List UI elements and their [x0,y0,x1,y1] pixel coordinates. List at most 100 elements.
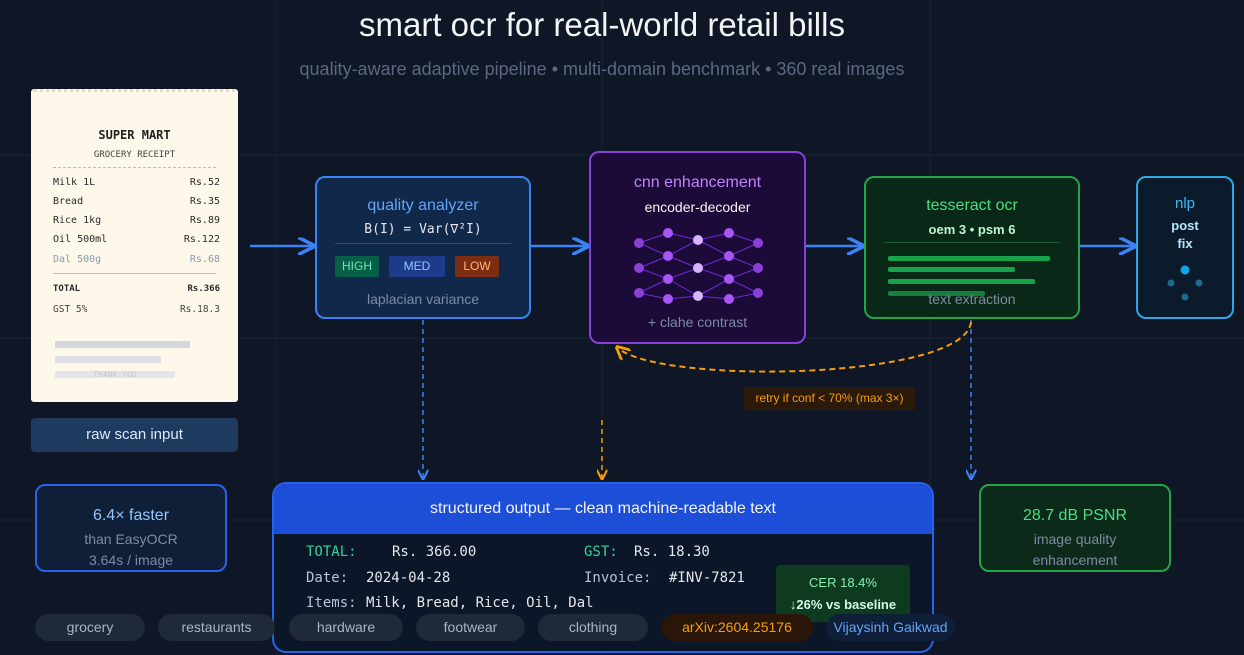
quality-analyzer: quality analyzer B(I) = Var(∇²I) HIGH ME… [315,176,531,319]
shape [728,232,759,244]
item: Oil 500ml [53,234,108,245]
shape [638,255,669,269]
shape [638,232,669,244]
nlp-stage: nlp post fix [1136,176,1234,319]
dot [634,238,644,248]
dot [693,263,703,273]
dot [1195,279,1203,287]
field-key: Items: [306,595,357,611]
input-caption: raw scan input [31,418,238,452]
network-edges [638,232,759,300]
price: Rs.35 [189,196,220,207]
shape [638,242,669,257]
item: Milk 1L [53,177,96,188]
price: Rs.52 [189,177,220,188]
faded-line [55,341,190,348]
divider [53,273,216,274]
price: Rs.89 [189,215,220,226]
shape [697,232,730,241]
shape [667,232,699,241]
domain-tag: restaurants [158,614,275,641]
dot [634,288,644,298]
tesseract-stage: tesseract ocr oem 3 • psm 6 text extract… [864,176,1080,319]
field-value: #INV-7821 [669,570,745,586]
arxiv-link[interactable]: arXiv:2604.25176 [661,614,813,641]
total-label: TOTAL [53,284,81,294]
stat-headline: 28.7 dB PSNR [1022,507,1128,524]
stage-subtitle: encoder-decoder [644,199,751,215]
author-link[interactable]: Vijaysinh Gaikwad [826,614,955,641]
stage-line: post [1171,218,1199,233]
receipt-row: Dal 500g Rs.68 [53,254,220,265]
shape [667,278,699,297]
receipt-footer: THANK YOU [55,371,175,379]
receipt-row: Oil 500ml Rs.122 [53,234,220,245]
price: Rs.122 [183,234,220,245]
dot [724,294,734,304]
dot [753,263,763,273]
shape [697,267,730,280]
item: Dal 500g [53,254,102,265]
field-key: GST: [584,544,618,560]
dot [663,251,673,261]
item: Bread [53,196,84,207]
field-key: Date: [306,570,349,586]
divider [53,167,216,168]
shape [697,295,730,300]
dot [1167,279,1175,287]
shape [697,239,730,257]
domain-tag: grocery [35,614,145,641]
shape [728,278,759,294]
receipt: SUPER MART GROCERY RECEIPT Milk 1L Rs.52 … [31,89,238,402]
cer-value: CER 18.4% [809,575,877,590]
receipt-kind: GROCERY RECEIPT [93,150,176,160]
stage-title: tesseract ocr [926,197,1018,214]
dot [724,251,734,261]
field-key: TOTAL: [306,544,357,560]
level-badge: LOW [455,256,499,277]
stat-line: enhancement [1032,552,1118,568]
receipt-row: Rice 1kg Rs.89 [53,215,220,226]
retry-label: retry if conf < 70% (max 3×) [744,387,915,410]
text-line [888,267,1015,272]
dot [1180,265,1190,275]
stat-line: image quality [1033,531,1117,547]
stage-caption: text extraction [928,291,1016,307]
domain-tag: hardware [289,614,403,641]
shape [638,278,669,294]
dot [693,235,703,245]
faded-line [55,356,161,363]
field-value: 2024-04-28 [366,570,451,586]
stage-title: cnn enhancement [633,174,762,191]
dot [724,274,734,284]
cer-improvement: ↓26% vs baseline [789,597,897,612]
total-value: Rs.366 [187,284,220,294]
text-line [888,279,1035,284]
divider [335,243,511,244]
nlp-dots [1167,265,1203,301]
stat-headline: 6.4× faster [92,507,170,524]
cer-badge: CER 18.4% ↓26% vs baseline [776,565,910,622]
gst-value: Rs.18.3 [179,304,220,315]
speed-stat: 6.4× faster than EasyOCR 3.64s / image [35,484,227,572]
stage-caption: + clahe contrast [647,314,748,330]
level-badge: MED [389,256,445,277]
level-badge: HIGH [335,256,379,277]
stat-line: 3.64s / image [88,552,174,568]
domain-tag: clothing [538,614,648,641]
title: smart ocr for real-world retail bills [359,6,845,43]
stage-title: quality analyzer [367,197,479,214]
receipt-row: Milk 1L Rs.52 [53,177,220,188]
dot [693,291,703,301]
cnn-stage: cnn enhancement encoder-decoder + clahe … [589,151,806,344]
shape [638,267,669,280]
dot [663,274,673,284]
shape [667,295,699,300]
receipt-row: Bread Rs.35 [53,196,220,207]
dot [724,228,734,238]
divider [884,242,1060,243]
dot [1181,293,1189,301]
shape [667,239,699,257]
dot [663,228,673,238]
receipt-row: TOTAL Rs.366 [53,284,220,294]
